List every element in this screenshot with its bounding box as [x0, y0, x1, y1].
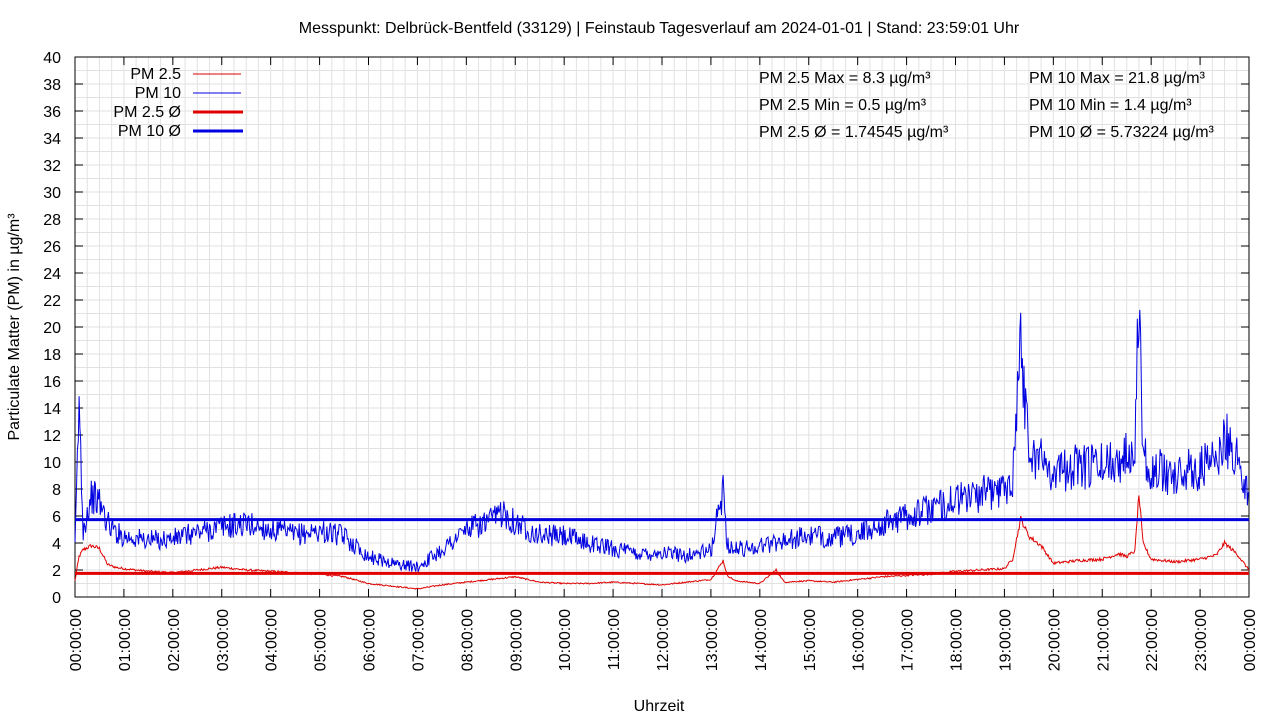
y-tick-label: 14 — [43, 401, 61, 418]
x-tick-label: 03:00:00 — [215, 609, 232, 671]
y-tick-label: 38 — [43, 77, 61, 94]
y-tick-label: 22 — [43, 293, 61, 310]
x-axis-label: Uhrzeit — [634, 698, 685, 715]
x-tick-label: 00:00:00 — [1242, 609, 1259, 671]
x-tick-label: 02:00:00 — [166, 609, 183, 671]
legend-label-pm10: PM 10 — [135, 85, 181, 102]
y-tick-label: 16 — [43, 374, 61, 391]
legend-label-pm25: PM 2.5 — [130, 66, 181, 83]
series-line-pm25 — [74, 495, 1250, 590]
x-tick-label: 06:00:00 — [362, 609, 379, 671]
y-tick-label: 18 — [43, 347, 61, 364]
x-tick-label: 20:00:00 — [1046, 609, 1063, 671]
legend: PM 2.5 PM 10 PM 2.5 Ø PM 10 Ø — [113, 66, 243, 140]
y-tick-label: 8 — [52, 482, 61, 499]
x-tick-label: 17:00:00 — [900, 609, 917, 671]
x-tick-label: 11:00:00 — [606, 609, 623, 670]
x-tick-label: 13:00:00 — [704, 609, 721, 671]
pm25-min-label: PM 2.5 Min = 0.5 µg/m³ — [759, 97, 927, 114]
x-tick-label: 01:00:00 — [117, 609, 134, 671]
x-tick-label: 23:00:00 — [1193, 609, 1210, 671]
y-tick-label: 0 — [52, 590, 61, 607]
x-tick-label: 21:00:00 — [1095, 609, 1112, 671]
pm10-avg-label: PM 10 Ø = 5.73224 µg/m³ — [1029, 124, 1215, 141]
pm10-min-label: PM 10 Min = 1.4 µg/m³ — [1029, 97, 1192, 114]
y-tick-label: 2 — [52, 563, 61, 580]
y-tick-label: 20 — [43, 320, 61, 337]
y-tick-label: 12 — [43, 428, 61, 445]
x-tick-label: 00:00:00 — [68, 609, 85, 671]
y-axis-label: Particulate Matter (PM) in µg/m³ — [6, 213, 23, 441]
y-tick-label: 36 — [43, 104, 61, 121]
x-tick-label: 12:00:00 — [655, 609, 672, 671]
x-tick-label: 16:00:00 — [851, 609, 868, 671]
y-tick-label: 32 — [43, 158, 61, 175]
y-tick-label: 28 — [43, 212, 61, 229]
series-layer — [74, 309, 1250, 590]
stats-annotations: PM 2.5 Max = 8.3 µg/m³ PM 2.5 Min = 0.5 … — [759, 70, 1215, 141]
x-tick-label: 04:00:00 — [264, 609, 281, 671]
x-tick-label: 15:00:00 — [802, 609, 819, 671]
y-tick-label: 34 — [43, 131, 61, 148]
y-tick-label: 4 — [52, 536, 61, 553]
pm25-max-label: PM 2.5 Max = 8.3 µg/m³ — [759, 70, 931, 87]
x-tick-label: 22:00:00 — [1144, 609, 1161, 671]
legend-label-pm10-avg: PM 10 Ø — [118, 123, 181, 140]
chart-title: Messpunkt: Delbrück-Bentfeld (33129) | F… — [299, 20, 1020, 37]
x-tick-label: 09:00:00 — [508, 609, 525, 671]
x-tick-label: 05:00:00 — [313, 609, 330, 671]
x-tick-label: 10:00:00 — [557, 609, 574, 671]
x-axis: 00:00:00 01:00:00 02:00:00 03:00:00 04:00:00… — [68, 57, 1259, 671]
y-tick-label: 10 — [43, 455, 61, 472]
x-tick-label: 18:00:00 — [949, 609, 966, 671]
y-tick-label: 26 — [43, 239, 61, 256]
pm10-max-label: PM 10 Max = 21.8 µg/m³ — [1029, 70, 1206, 87]
y-tick-label: 30 — [43, 185, 61, 202]
x-tick-label: 14:00:00 — [753, 609, 770, 671]
pm25-avg-label: PM 2.5 Ø = 1.74545 µg/m³ — [759, 124, 949, 141]
y-tick-label: 6 — [52, 509, 61, 526]
legend-label-pm25-avg: PM 2.5 Ø — [113, 104, 181, 121]
x-tick-label: 08:00:00 — [459, 609, 476, 671]
y-tick-label: 40 — [43, 50, 61, 67]
y-tick-label: 24 — [43, 266, 61, 283]
x-tick-label: 07:00:00 — [410, 609, 427, 671]
series-line-pm10 — [74, 309, 1250, 573]
x-tick-label: 19:00:00 — [997, 609, 1014, 671]
